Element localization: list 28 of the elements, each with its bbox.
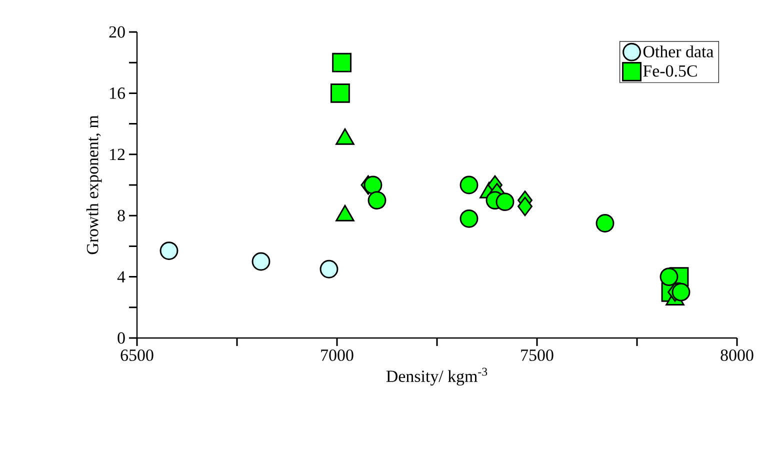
y-axis-title: Growth exponent, m	[86, 115, 102, 254]
y-tick-label: 12	[110, 148, 125, 160]
y-tick-label: 4	[117, 271, 126, 282]
x-tick-label: 7000	[321, 349, 354, 361]
point	[368, 191, 386, 210]
legend-label: Other data	[643, 45, 714, 58]
y-tick-label: 8	[118, 210, 125, 222]
point	[672, 282, 690, 302]
point	[160, 242, 178, 260]
point	[320, 260, 338, 278]
point	[596, 214, 614, 232]
point	[518, 196, 532, 216]
y-tick-label: 20	[109, 26, 125, 38]
legend-label: Fe-0.5C	[643, 65, 697, 77]
point	[460, 176, 478, 194]
point	[660, 268, 678, 286]
y-tick-label: 0	[118, 332, 125, 344]
x-tick-label: 6500	[120, 349, 154, 361]
point	[252, 252, 270, 271]
x-axis-title: Density/ kgm$^{-3}$	[386, 368, 488, 386]
point	[330, 83, 350, 103]
x-tick-label: 8000	[720, 349, 754, 361]
point	[460, 209, 478, 228]
point	[496, 192, 514, 212]
point	[332, 52, 352, 72]
x-tick-label: 7500	[521, 349, 554, 361]
y-tick-label: 16	[110, 88, 126, 99]
point	[364, 176, 382, 194]
